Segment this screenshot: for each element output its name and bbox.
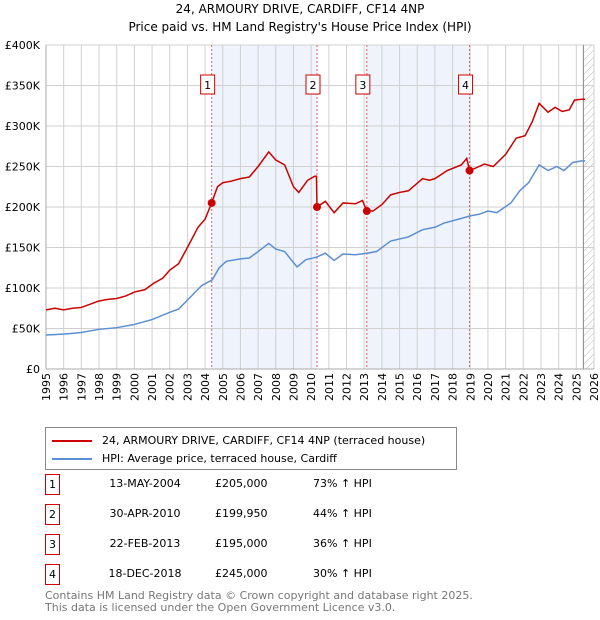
x-tick-label: 2018 bbox=[447, 373, 460, 401]
x-tick-label: 1998 bbox=[93, 373, 106, 401]
x-tick-label: 2014 bbox=[376, 373, 389, 401]
x-tick-label: 2021 bbox=[500, 373, 513, 401]
sale-point bbox=[312, 203, 321, 212]
sale-label: 1 bbox=[204, 79, 211, 92]
sale-row: 3 22-FEB-2013 £195,000 36% ↑ HPI bbox=[45, 534, 445, 555]
x-tick-label: 2001 bbox=[146, 373, 159, 401]
x-tick-label: 2004 bbox=[199, 373, 212, 401]
chart-subtitle: Price paid vs. HM Land Registry's House … bbox=[128, 20, 471, 34]
legend-item-hpi: HPI: Average price, terraced house, Card… bbox=[52, 452, 337, 465]
y-tick-label: £50K bbox=[12, 323, 41, 336]
sale-row: 2 30-APR-2010 £199,950 44% ↑ HPI bbox=[45, 504, 445, 525]
forecast-hatch bbox=[583, 45, 594, 369]
x-tick-label: 2016 bbox=[411, 373, 424, 401]
x-tick-label: 2003 bbox=[181, 373, 194, 401]
sale-price: £195,000 bbox=[215, 537, 268, 550]
blue-line-swatch bbox=[52, 457, 92, 460]
x-tick-label: 2005 bbox=[217, 373, 230, 401]
sale-date: 30-APR-2010 bbox=[109, 507, 181, 520]
sale-hpi: 36% ↑ HPI bbox=[313, 537, 372, 550]
sale-point bbox=[362, 207, 371, 216]
sale-label-box bbox=[200, 74, 216, 95]
x-tick-label: 2026 bbox=[588, 373, 600, 401]
legend: 24, ARMOURY DRIVE, CARDIFF, CF14 4NP (te… bbox=[45, 427, 457, 470]
x-tick-label: 1999 bbox=[111, 373, 124, 401]
x-tick-label: 2009 bbox=[287, 373, 300, 401]
sale-date: 22-FEB-2013 bbox=[109, 537, 181, 550]
x-tick-label: 2002 bbox=[164, 373, 177, 401]
x-tick-label: 2025 bbox=[570, 373, 583, 401]
x-tick-label: 2010 bbox=[305, 373, 318, 401]
sale-number: 3 bbox=[45, 534, 60, 555]
footer-copyright: Contains HM Land Registry data © Crown c… bbox=[45, 589, 473, 602]
legend-item-property: 24, ARMOURY DRIVE, CARDIFF, CF14 4NP (te… bbox=[52, 434, 425, 447]
x-tick-label: 2008 bbox=[270, 373, 283, 401]
sale-point bbox=[465, 166, 474, 175]
sale-label-box bbox=[305, 74, 321, 95]
chart-title: 24, ARMOURY DRIVE, CARDIFF, CF14 4NP bbox=[176, 2, 425, 16]
sale-price: £245,000 bbox=[215, 567, 268, 580]
sale-row: 4 18-DEC-2018 £245,000 30% ↑ HPI bbox=[45, 564, 445, 585]
x-tick-label: 2017 bbox=[429, 373, 442, 401]
sale-price: £199,950 bbox=[215, 507, 268, 520]
sale-label: 4 bbox=[462, 79, 469, 92]
x-tick-label: 2020 bbox=[482, 373, 495, 401]
sale-price: £205,000 bbox=[215, 477, 268, 490]
sale-label-box bbox=[458, 74, 474, 95]
x-tick-label: 2023 bbox=[535, 373, 548, 401]
x-tick-label: 2007 bbox=[252, 373, 265, 401]
footer-licence: This data is licensed under the Open Gov… bbox=[45, 601, 396, 614]
sale-number: 2 bbox=[45, 504, 60, 525]
footer: Contains HM Land Registry data © Crown c… bbox=[45, 590, 473, 614]
sale-hpi: 44% ↑ HPI bbox=[313, 507, 372, 520]
y-tick-label: £350K bbox=[5, 80, 41, 93]
y-tick-label: £0 bbox=[26, 363, 40, 376]
y-tick-label: £300K bbox=[5, 120, 41, 133]
x-tick-label: 1996 bbox=[58, 373, 71, 401]
x-tick-label: 2012 bbox=[341, 373, 354, 401]
sale-number: 4 bbox=[45, 564, 60, 585]
x-tick-label: 2015 bbox=[394, 373, 407, 401]
legend-label-property: 24, ARMOURY DRIVE, CARDIFF, CF14 4NP (te… bbox=[102, 434, 426, 447]
sale-label: 3 bbox=[359, 79, 366, 92]
sale-hpi: 30% ↑ HPI bbox=[313, 567, 372, 580]
x-tick-label: 1995 bbox=[40, 373, 53, 401]
price-chart: 24, ARMOURY DRIVE, CARDIFF, CF14 4NP Pri… bbox=[5, 2, 600, 401]
x-tick-label: 2011 bbox=[323, 373, 336, 401]
red-line-swatch bbox=[52, 439, 92, 442]
sale-point bbox=[207, 198, 216, 207]
sale-number: 1 bbox=[45, 474, 60, 495]
y-tick-label: £200K bbox=[5, 201, 41, 214]
x-tick-label: 2024 bbox=[553, 373, 566, 401]
hpi-line bbox=[45, 160, 586, 336]
sale-date: 13-MAY-2004 bbox=[109, 477, 181, 490]
x-tick-label: 2013 bbox=[358, 373, 371, 401]
property-price-line bbox=[45, 98, 586, 311]
sale-date: 18-DEC-2018 bbox=[108, 567, 182, 580]
y-tick-label: £400K bbox=[5, 39, 41, 52]
sale-row: 1 13-MAY-2004 £205,000 73% ↑ HPI bbox=[45, 474, 445, 495]
legend-label-hpi: HPI: Average price, terraced house, Card… bbox=[102, 452, 337, 465]
sale-label: 2 bbox=[309, 79, 316, 92]
y-tick-label: £150K bbox=[5, 242, 41, 255]
x-tick-label: 2000 bbox=[128, 373, 141, 401]
sale-hpi: 73% ↑ HPI bbox=[313, 477, 372, 490]
sale-label-box bbox=[355, 74, 371, 95]
x-tick-label: 1997 bbox=[75, 373, 88, 401]
y-tick-label: £100K bbox=[5, 282, 41, 295]
x-tick-label: 2019 bbox=[464, 373, 477, 401]
x-tick-label: 2006 bbox=[234, 373, 247, 401]
x-tick-label: 2022 bbox=[517, 373, 530, 401]
y-tick-label: £250K bbox=[5, 161, 41, 174]
